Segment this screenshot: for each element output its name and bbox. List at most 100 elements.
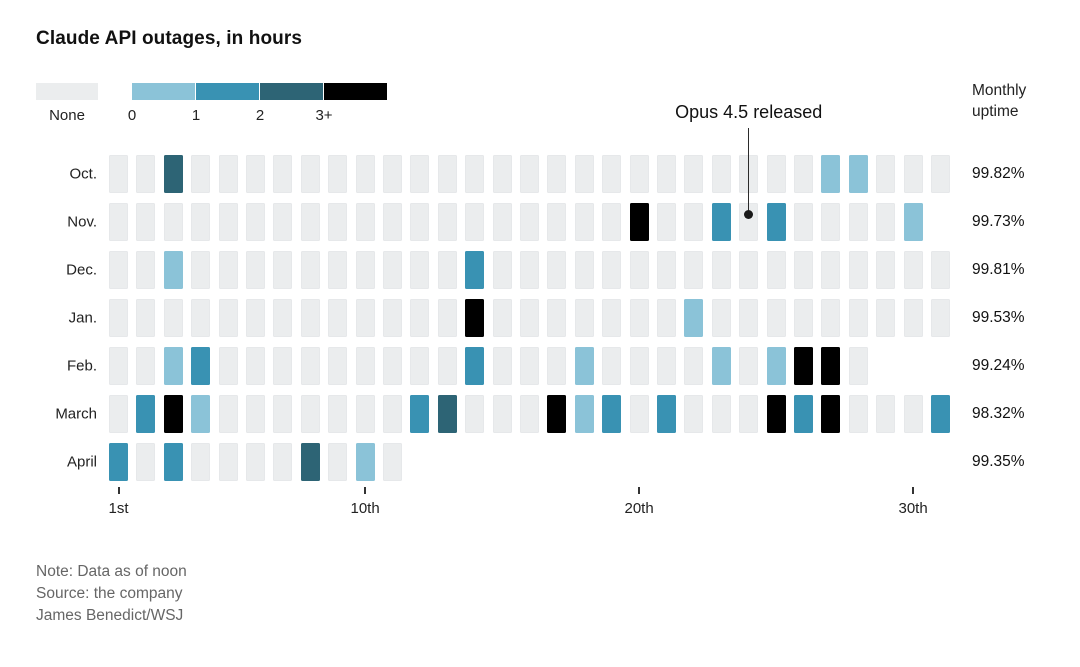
day-cell xyxy=(465,251,485,289)
day-cell xyxy=(492,395,512,433)
day-cell xyxy=(383,347,402,385)
day-cell xyxy=(437,203,457,241)
day-cell xyxy=(574,251,594,289)
day-cell xyxy=(602,203,622,241)
month-label-dec: Dec. xyxy=(66,261,97,279)
day-cell xyxy=(657,203,676,241)
day-cell xyxy=(410,155,430,193)
day-cell xyxy=(163,347,183,385)
uptime-value: 99.53% xyxy=(972,309,1025,326)
footer-credit: James Benedict/WSJ xyxy=(36,607,184,624)
day-cell xyxy=(191,443,211,481)
day-cell xyxy=(547,395,567,433)
day-cell xyxy=(383,251,402,289)
day-cell xyxy=(300,347,320,385)
uptime-column-header: Monthly uptime xyxy=(972,82,1027,120)
day-cell xyxy=(273,251,293,289)
day-cell xyxy=(355,443,375,481)
uptime-value: 99.35% xyxy=(972,453,1025,470)
month-label-feb: Feb. xyxy=(66,357,97,375)
day-cell xyxy=(355,155,375,193)
day-cell xyxy=(657,251,676,289)
legend-segment-3+ xyxy=(324,83,388,100)
day-cell xyxy=(876,155,896,193)
day-cell xyxy=(903,299,923,337)
day-cell xyxy=(520,347,539,385)
day-cell xyxy=(903,155,923,193)
day-cell xyxy=(574,299,594,337)
day-cell xyxy=(794,155,813,193)
day-cell xyxy=(410,299,430,337)
legend-scale-label: 3+ xyxy=(315,107,333,124)
day-cell xyxy=(766,395,786,433)
day-cell xyxy=(163,203,183,241)
day-cell xyxy=(109,347,128,385)
day-cell xyxy=(273,395,293,433)
day-cell xyxy=(684,395,704,433)
legend-segment-1 xyxy=(196,83,260,100)
day-cell xyxy=(931,299,950,337)
day-cell xyxy=(739,395,759,433)
day-cell xyxy=(547,155,567,193)
day-cell xyxy=(273,155,293,193)
day-cell xyxy=(766,155,786,193)
day-cell xyxy=(848,203,868,241)
day-cell xyxy=(191,203,211,241)
day-cell xyxy=(328,395,348,433)
day-cell xyxy=(383,443,402,481)
day-cell xyxy=(684,251,704,289)
day-cell xyxy=(410,395,430,433)
day-cell xyxy=(191,395,211,433)
day-cell xyxy=(739,347,759,385)
month-label-april: April xyxy=(66,453,97,471)
day-cell xyxy=(848,395,868,433)
legend-segment-2 xyxy=(260,83,324,100)
day-cell xyxy=(629,251,649,289)
day-cell xyxy=(657,347,676,385)
legend-scale-label: 1 xyxy=(191,107,201,124)
day-cell xyxy=(520,251,539,289)
day-cell xyxy=(766,347,786,385)
legend-scale-label: 2 xyxy=(255,107,265,124)
day-cell xyxy=(465,203,485,241)
day-cell xyxy=(602,155,622,193)
day-cell xyxy=(629,347,649,385)
uptime-value: 99.73% xyxy=(972,213,1025,230)
uptime-value: 99.81% xyxy=(972,261,1025,278)
day-cell xyxy=(437,299,457,337)
day-cell xyxy=(876,203,896,241)
day-cell xyxy=(629,203,649,241)
day-cell xyxy=(492,203,512,241)
day-cell xyxy=(136,251,156,289)
day-cell xyxy=(766,299,786,337)
day-cell xyxy=(328,299,348,337)
day-cell xyxy=(547,203,567,241)
day-cell xyxy=(136,299,156,337)
day-cell xyxy=(711,395,731,433)
day-cell xyxy=(328,251,348,289)
day-cell xyxy=(355,203,375,241)
day-cell xyxy=(300,155,320,193)
day-cell xyxy=(246,443,265,481)
footer-source: Source: the company xyxy=(36,585,183,602)
day-cell xyxy=(684,347,704,385)
day-cell xyxy=(465,347,485,385)
axis-tick-label: 10th xyxy=(350,500,380,517)
day-cell xyxy=(602,299,622,337)
annotation-line xyxy=(747,128,750,212)
day-cell xyxy=(629,155,649,193)
day-cell xyxy=(602,347,622,385)
day-cell xyxy=(218,299,238,337)
day-cell xyxy=(821,299,841,337)
day-cell xyxy=(876,251,896,289)
day-cell xyxy=(931,251,950,289)
day-cell xyxy=(328,203,348,241)
day-cell xyxy=(794,251,813,289)
day-cell xyxy=(300,251,320,289)
day-cell xyxy=(711,251,731,289)
day-cell xyxy=(273,203,293,241)
day-cell xyxy=(520,203,539,241)
day-cell xyxy=(191,155,211,193)
day-cell xyxy=(574,203,594,241)
day-cell xyxy=(465,395,485,433)
